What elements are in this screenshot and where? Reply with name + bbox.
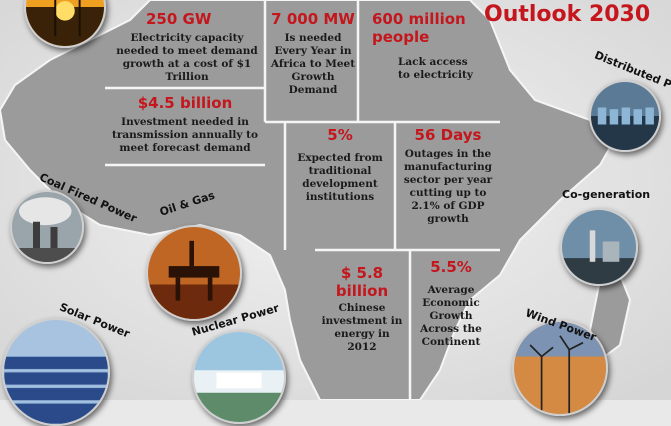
stat-value: $ 5.8 billion xyxy=(335,264,389,300)
stat-investment: $4.5 billion Investment needed in transm… xyxy=(110,94,260,155)
stat-mw: 7 000 MW Is needed Every Year in Africa … xyxy=(270,10,356,97)
stat-value: 5.5% xyxy=(430,258,472,276)
stat-chinese: $ 5.8 billion Chinese investment in ener… xyxy=(318,264,406,354)
stat-text: Lack access to electricity xyxy=(398,56,473,81)
stat-text: Outages in the manufacturing sector per … xyxy=(403,148,493,225)
stat-text: Average Economic Growth Across the Conti… xyxy=(420,284,482,348)
stat-text: Investment needed in transmission annual… xyxy=(111,116,259,154)
stat-capacity: 250 GW Electricity capacity needed to me… xyxy=(108,10,266,84)
stat-value: $4.5 billion xyxy=(137,94,233,112)
stat-value: 56 Days xyxy=(414,126,482,144)
cogeneration-label: Co-generation xyxy=(562,188,651,201)
stat-growth: 5.5% Average Economic Growth Across the … xyxy=(414,258,488,349)
stat-traditional: 5% Expected from traditional development… xyxy=(292,126,388,204)
country-borders xyxy=(105,0,500,400)
stat-people: 600 million people Lack access to electr… xyxy=(360,10,478,82)
distributed-power-image xyxy=(589,80,661,152)
stat-value: 600 million people xyxy=(372,10,466,46)
africa-map xyxy=(0,0,671,400)
stat-text: Is needed Every Year in Africa to Meet G… xyxy=(270,32,356,96)
coal-power-image xyxy=(10,190,84,264)
solar-power-image xyxy=(2,318,110,426)
stat-value: 7 000 MW xyxy=(271,10,355,28)
stat-outages: 56 Days Outages in the manufacturing sec… xyxy=(400,126,496,226)
page-title: Outlook 2030 xyxy=(484,2,651,27)
nuclear-power-image xyxy=(192,330,286,424)
stat-value: 250 GW xyxy=(146,10,212,28)
stat-text: Expected from traditional development in… xyxy=(297,152,383,203)
oil-gas-image xyxy=(146,225,242,321)
cogeneration-image xyxy=(560,208,638,286)
stat-text: Chinese investment in energy in 2012 xyxy=(321,302,403,353)
stat-value: 5% xyxy=(327,126,353,144)
stat-text: Electricity capacity needed to meet dema… xyxy=(116,32,258,83)
